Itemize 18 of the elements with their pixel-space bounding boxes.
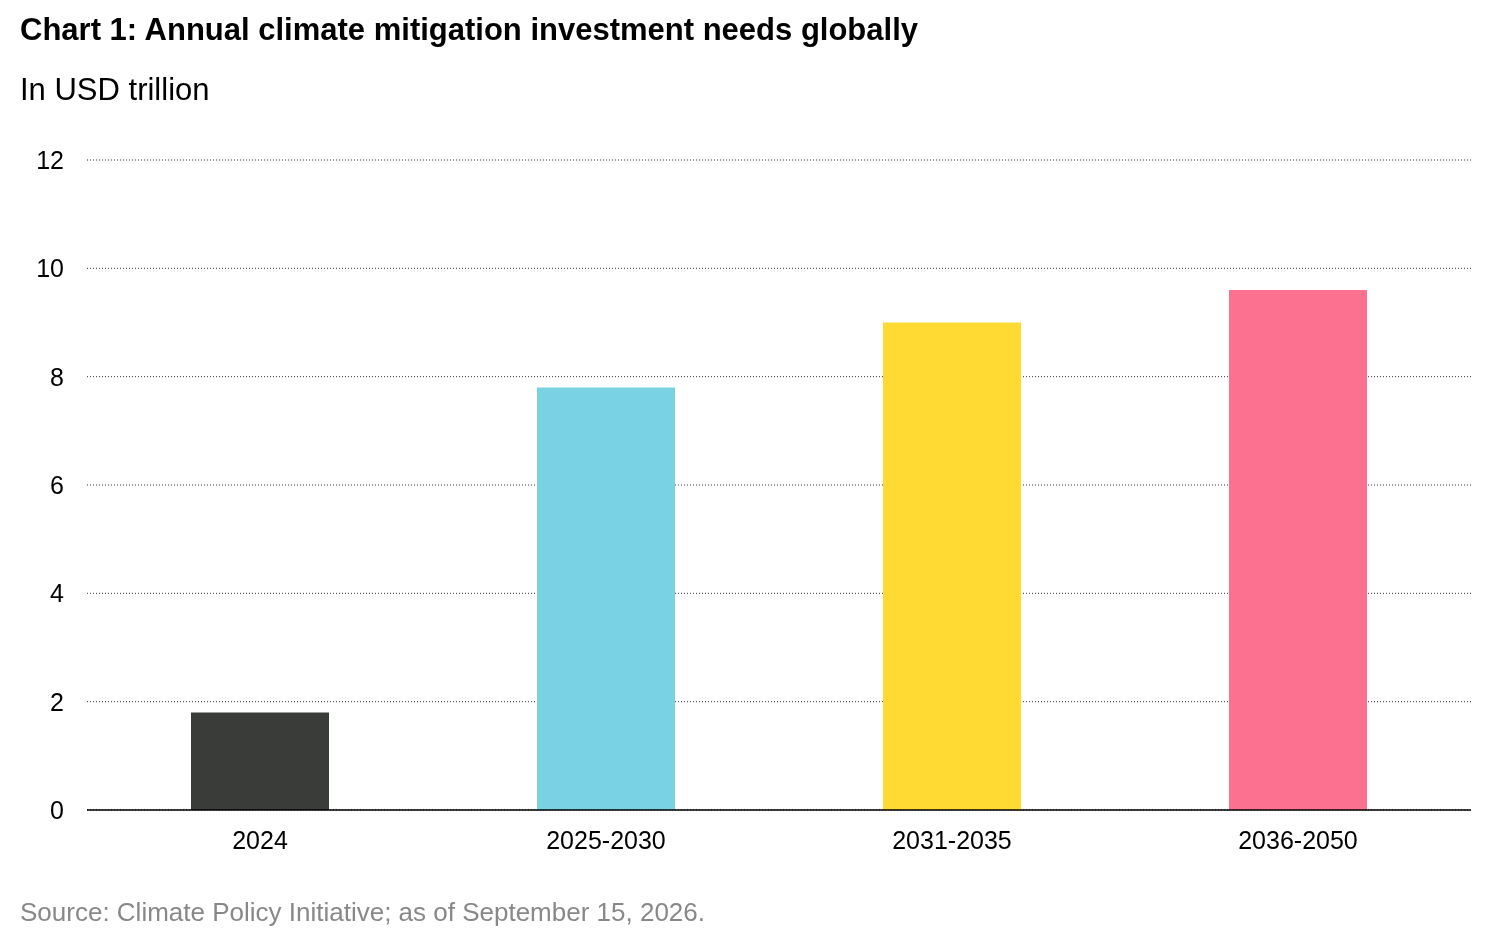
x-tick-label: 2036-2050 — [1238, 825, 1358, 854]
y-tick-label: 4 — [50, 579, 65, 608]
source-note: Source: Climate Policy Initiative; as of September 15, 2026. — [20, 897, 706, 928]
bar — [883, 322, 1021, 810]
bar — [191, 712, 329, 810]
y-tick-label: 12 — [36, 145, 64, 174]
chart-subtitle: In USD trillion — [20, 72, 210, 108]
chart-title: Chart 1: Annual climate mitigation investment needs globally — [20, 12, 919, 48]
x-tick-label: 2025-2030 — [546, 825, 666, 854]
y-tick-label: 2 — [50, 687, 64, 716]
bar — [537, 387, 675, 810]
y-tick-label: 10 — [36, 254, 64, 283]
bar — [1229, 290, 1367, 810]
y-tick-label: 6 — [50, 470, 64, 499]
x-tick-label: 2024 — [232, 825, 288, 854]
y-tick-label: 8 — [50, 362, 64, 391]
y-tick-label: 0 — [50, 795, 64, 824]
x-tick-label: 2031-2035 — [892, 825, 1012, 854]
